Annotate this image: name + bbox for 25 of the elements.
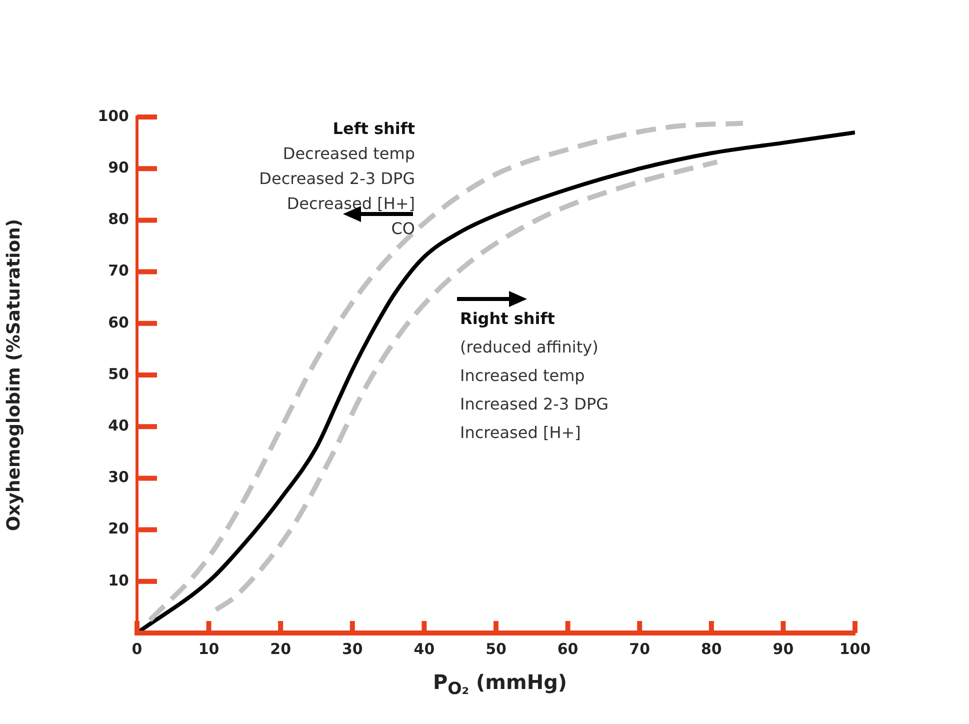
y-tick-label: 50 xyxy=(108,364,129,383)
y-tick-label: 100 xyxy=(98,106,129,125)
x-tick-label: 60 xyxy=(557,640,578,658)
x-tick-label: 40 xyxy=(414,640,435,658)
y-tick-label: 70 xyxy=(108,262,129,280)
x-tick-label: 0 xyxy=(132,640,142,658)
x-tick-label: 90 xyxy=(772,640,794,658)
y-tick-label: 90 xyxy=(108,158,129,176)
x-axis-title: P$_{O₂}$ (mmHg) xyxy=(432,670,568,698)
annotation: Left shift Decreased temp Decreased 2-3 DPG Decreased [H+] CO xyxy=(259,119,416,238)
x-tick-label: 100 xyxy=(839,640,871,658)
x-tick-label: 10 xyxy=(198,640,220,658)
x-tick-label: 80 xyxy=(700,640,722,658)
y-tick-label: 30 xyxy=(108,468,129,486)
y-tick-label: 40 xyxy=(108,416,129,434)
x-tick-label: 30 xyxy=(342,640,363,658)
y-tick-label: 20 xyxy=(108,520,129,538)
annotation: Right shift (reduced affinity) Increased temp Increased 2-3 DPG Increased [H+] xyxy=(460,309,609,442)
x-tick-label: 50 xyxy=(486,640,506,658)
x-tick-label: 20 xyxy=(270,640,292,658)
y-tick-label: 10 xyxy=(108,571,129,590)
x-tick-label: 70 xyxy=(629,640,650,658)
y-tick-label: 80 xyxy=(108,210,129,228)
y-tick-label: 60 xyxy=(108,313,129,332)
y-axis-title: Oxyhemoglobim (%Saturation) xyxy=(3,218,24,532)
